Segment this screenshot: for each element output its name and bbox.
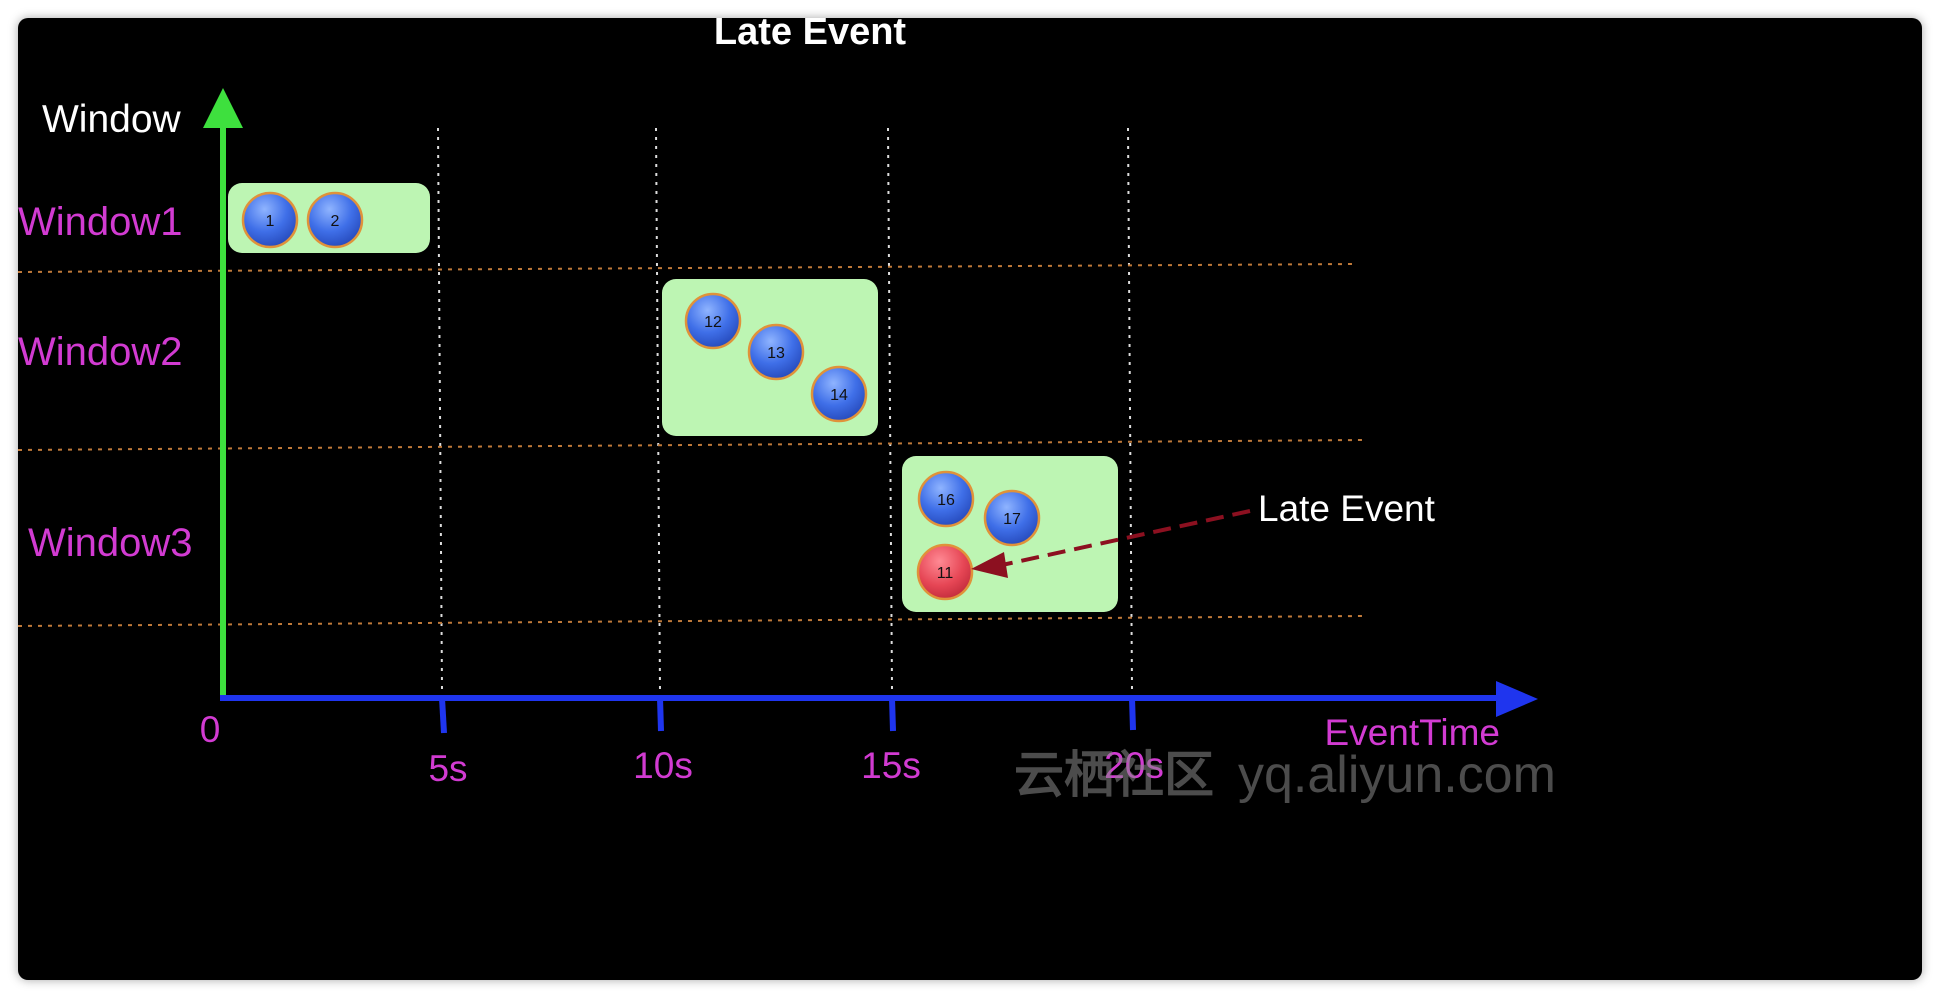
late-event-annotation: Late Event [1258,488,1436,529]
tick-label-15s: 15s [861,745,921,786]
divider-1 [18,263,1357,273]
x-axis [220,681,1538,734]
tick-20s [1129,697,1136,731]
divider-2 [18,439,1363,451]
divider-3 [18,615,1363,627]
y-axis-title: Window [42,98,182,141]
event-circle: 13 [747,323,805,381]
tick-5s [439,697,447,734]
svg-text:11: 11 [937,565,954,582]
window-dividers [18,263,1363,627]
svg-text:17: 17 [1003,511,1021,528]
tick-label-5s: 5s [428,748,467,789]
tick-label-20s: 20s [1104,745,1164,786]
tick-label-10s: 10s [633,745,693,786]
svg-text:1: 1 [266,213,275,230]
watermark-cjk: 云栖社区 [1014,747,1214,803]
y-axis [203,88,243,698]
event-circle: 1 [241,191,299,249]
gridline-15s [887,127,893,691]
diagram-title: Late Event [714,18,907,53]
window-label-1: Window1 [18,200,183,244]
late-event-arrow [971,509,1251,578]
watermark: 云栖社区 yq.aliyun.com [1014,746,1556,804]
time-gridlines [437,127,1133,691]
late-event-circle: 11 [916,543,974,601]
window-label-3: Window3 [28,521,193,565]
gridline-20s [1127,127,1133,691]
svg-text:2: 2 [331,213,340,230]
gridline-5s [437,127,443,691]
late-event-diagram: Late Event Window Window1 Window2 Window… [18,18,1556,804]
event-circle: 16 [917,470,975,528]
diagram-frame: Late Event Window Window1 Window2 Window… [18,18,1922,980]
watermark-latin: yq.aliyun.com [1238,746,1556,804]
svg-text:12: 12 [704,314,722,331]
event-circle: 12 [684,292,742,350]
svg-text:13: 13 [767,345,785,362]
event-circle: 2 [306,191,364,249]
event-circle: 17 [983,489,1041,547]
x-axis-title: EventTime [1325,712,1500,753]
tick-10s [657,697,664,732]
origin-label: 0 [200,709,221,750]
gridline-10s [655,127,661,691]
svg-text:16: 16 [937,492,955,509]
svg-text:14: 14 [830,387,848,404]
window-label-2: Window2 [18,330,183,374]
event-circle: 14 [810,365,868,423]
tick-15s [889,697,896,732]
